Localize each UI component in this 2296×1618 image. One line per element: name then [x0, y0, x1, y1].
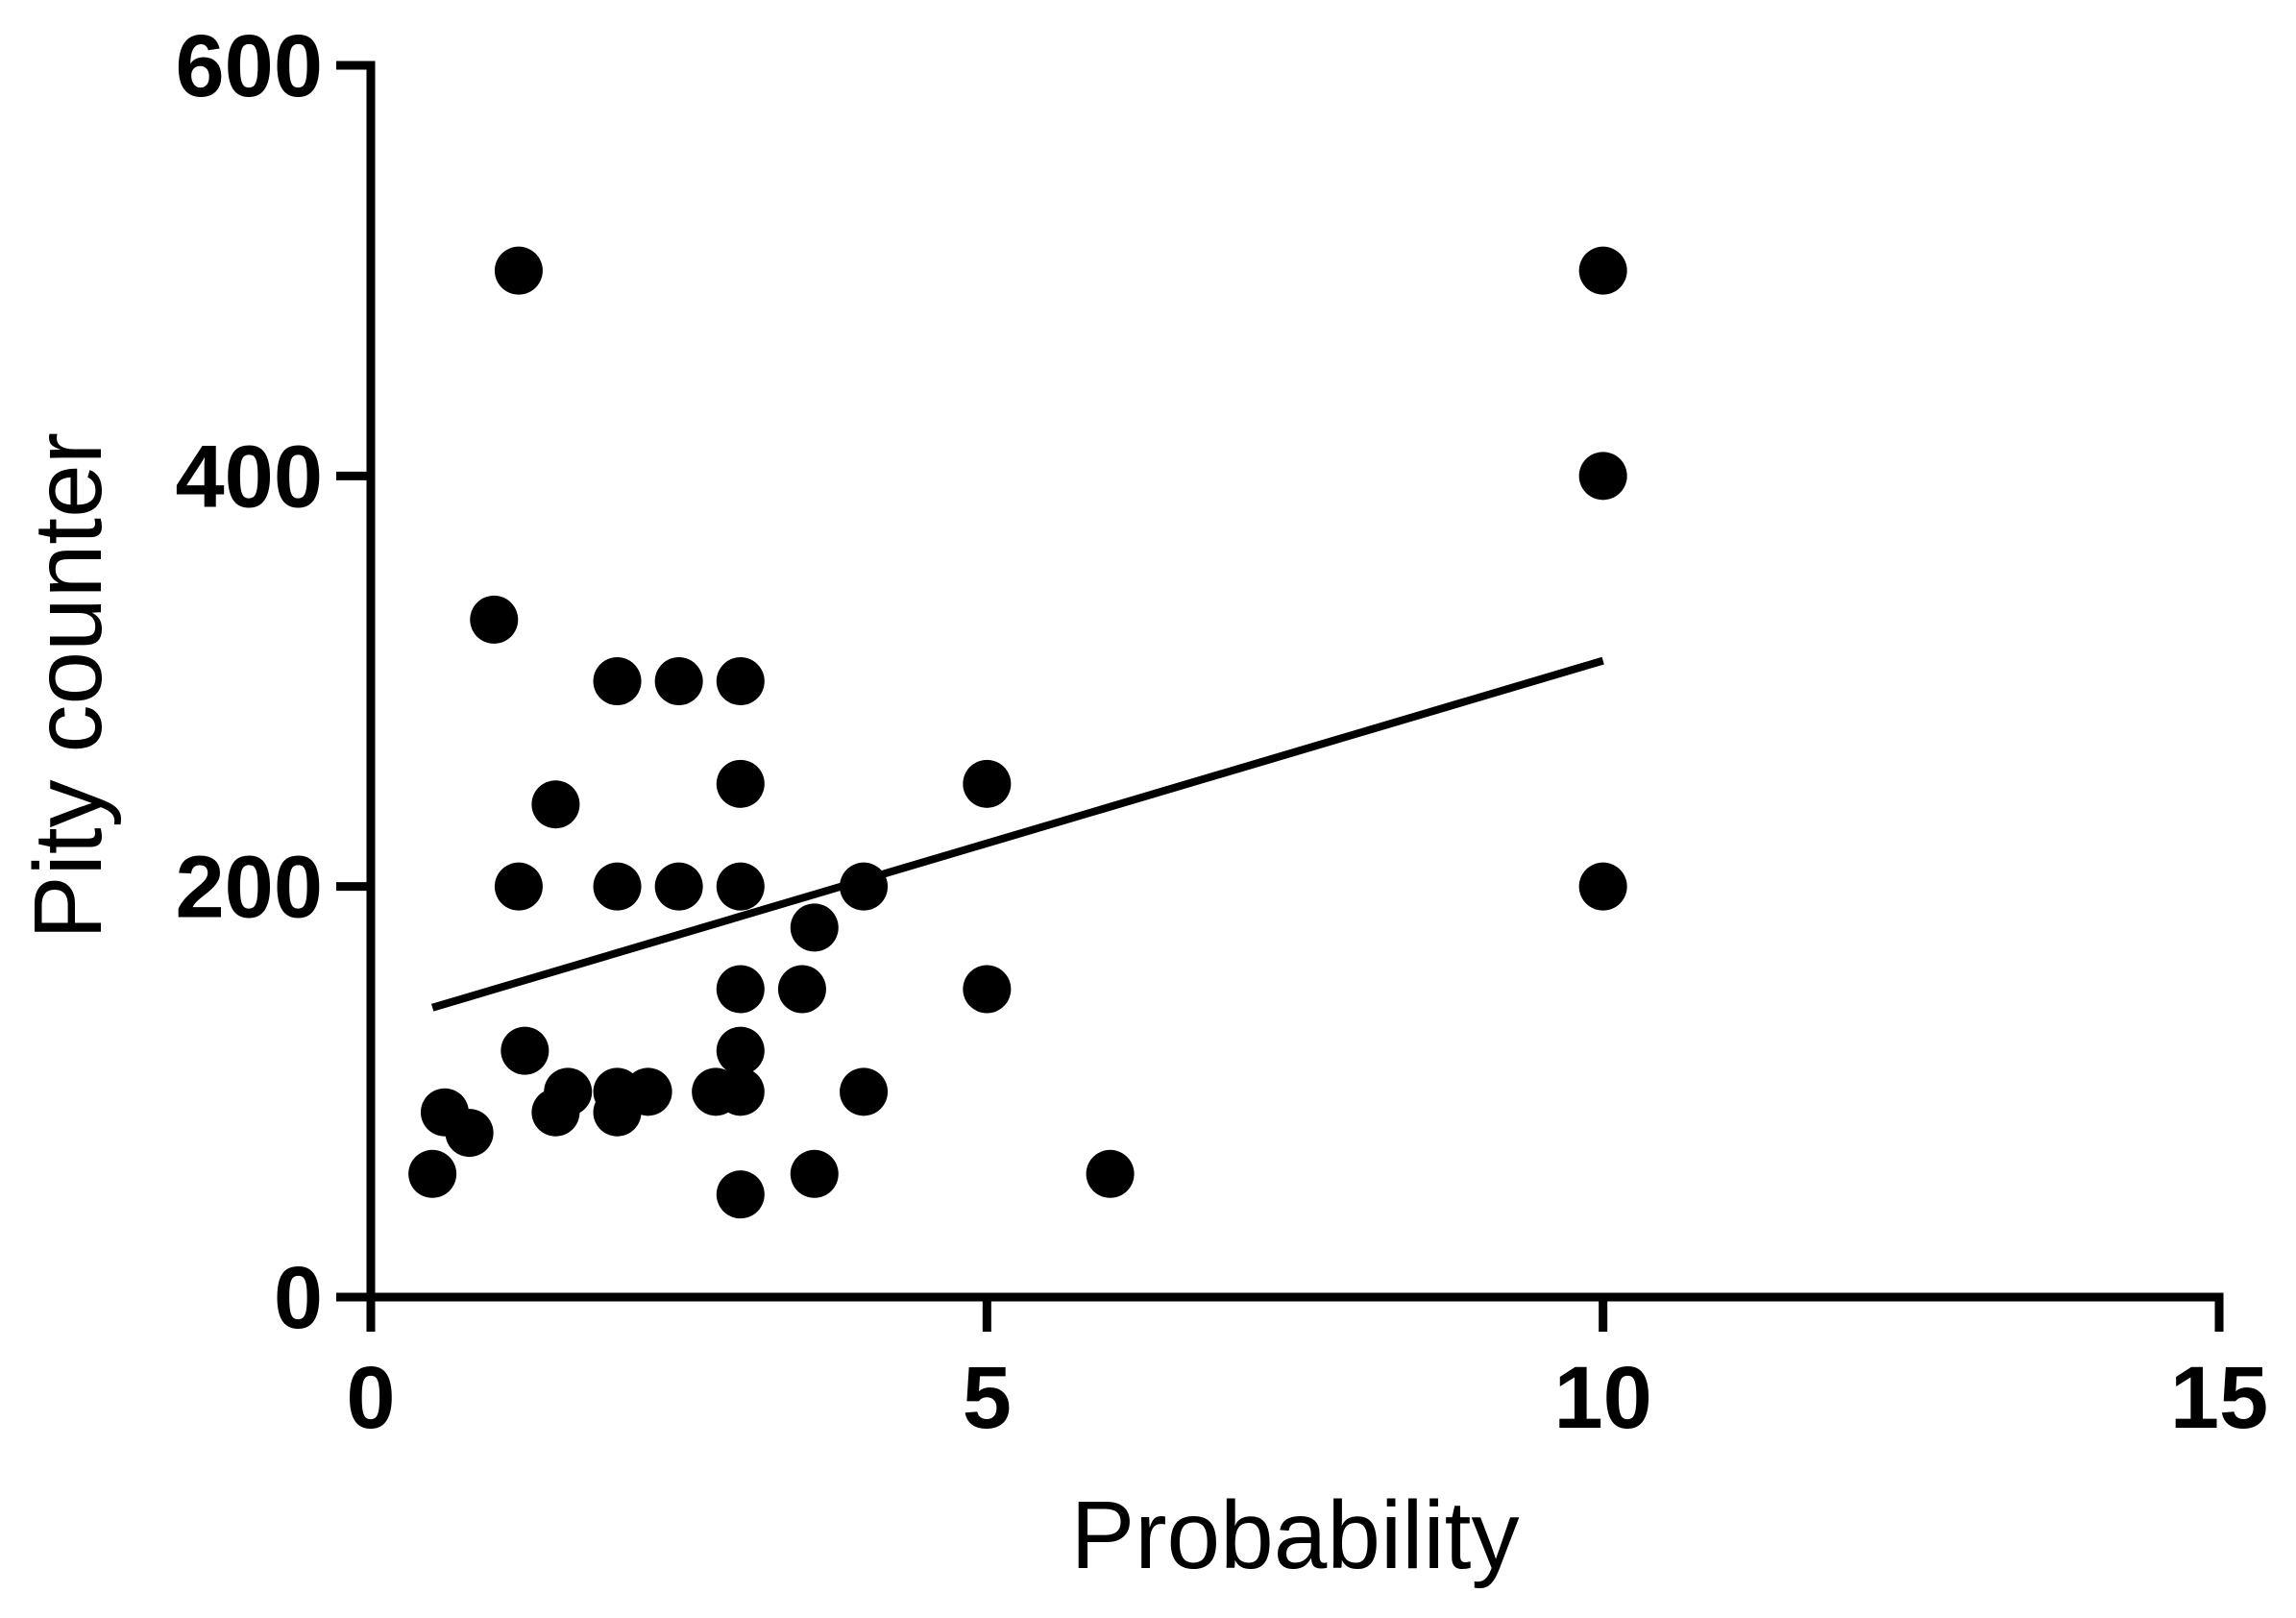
data-point — [531, 780, 580, 829]
data-point — [716, 1170, 765, 1219]
data-point — [1578, 862, 1627, 911]
y-tick-label: 400 — [176, 428, 324, 526]
data-point — [963, 965, 1012, 1014]
data-point — [623, 1067, 672, 1116]
y-tick-label: 200 — [176, 839, 324, 937]
data-point — [470, 595, 519, 644]
data-point — [790, 1149, 839, 1198]
data-point — [654, 862, 703, 911]
data-point — [840, 1067, 889, 1116]
x-tick-label: 5 — [963, 1349, 1012, 1447]
data-point — [716, 862, 765, 911]
data-point — [790, 903, 839, 952]
x-axis-title: Probability — [1071, 1482, 1520, 1589]
data-point — [1086, 1149, 1135, 1198]
x-tick-label: 0 — [346, 1349, 395, 1447]
data-point — [716, 657, 765, 705]
data-point — [494, 246, 543, 295]
data-point — [716, 1026, 765, 1075]
tick-marks: 0 200 400 600 0 5 10 15 — [176, 17, 2269, 1447]
regression-line — [430, 656, 1604, 1012]
data-point — [654, 657, 703, 705]
data-point — [501, 1026, 550, 1075]
data-point — [593, 862, 642, 911]
data-point — [716, 965, 765, 1014]
y-axis-title: Pity counter — [14, 432, 122, 940]
data-point — [593, 657, 642, 705]
data-point — [1578, 452, 1627, 501]
data-point — [445, 1109, 494, 1158]
y-tick-label: 600 — [176, 17, 324, 115]
data-point — [494, 862, 543, 911]
data-point — [1578, 246, 1627, 295]
x-tick-label: 15 — [2170, 1349, 2268, 1447]
data-point — [716, 759, 765, 808]
x-tick-label: 10 — [1553, 1349, 1651, 1447]
data-point — [963, 759, 1012, 808]
regression-line-layer — [430, 656, 1604, 1012]
data-point — [544, 1067, 593, 1116]
data-points — [408, 246, 1627, 1219]
y-tick-label: 0 — [274, 1249, 323, 1347]
data-point — [716, 1067, 765, 1116]
axes — [366, 61, 2224, 1302]
data-point — [777, 965, 826, 1014]
data-point — [840, 862, 889, 911]
data-point — [408, 1149, 457, 1198]
